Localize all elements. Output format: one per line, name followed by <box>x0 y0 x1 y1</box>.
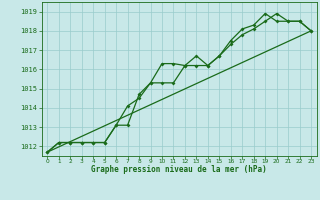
X-axis label: Graphe pression niveau de la mer (hPa): Graphe pression niveau de la mer (hPa) <box>91 165 267 174</box>
